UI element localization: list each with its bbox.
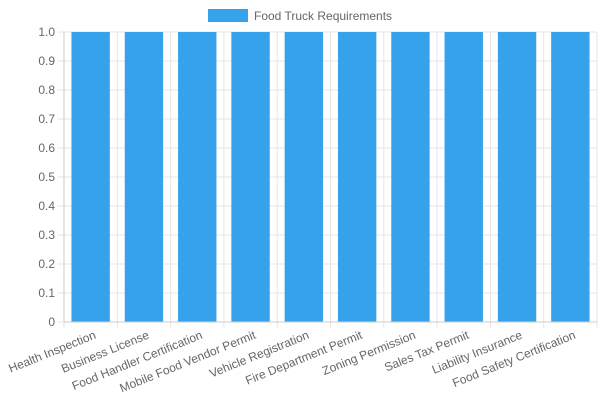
bar-6[interactable] [337, 32, 377, 322]
legend-swatch [208, 9, 248, 22]
y-tick-label: 0.1 [38, 286, 55, 300]
x-tick-label: Health Inspection [7, 328, 98, 376]
axes [63, 32, 597, 323]
bar-10[interactable] [551, 32, 590, 322]
legend-label: Food Truck Requirements [254, 9, 392, 23]
bar-7[interactable] [391, 32, 430, 322]
bar-9[interactable] [497, 32, 537, 322]
y-tick-label: 0.3 [38, 228, 55, 242]
y-tick-label: 0.6 [38, 141, 55, 155]
y-tick-label: 0.4 [38, 199, 55, 213]
bar-2[interactable] [124, 32, 164, 322]
legend[interactable]: Food Truck Requirements [208, 9, 392, 23]
bar-4[interactable] [231, 32, 270, 322]
y-tick-label: 0.2 [38, 257, 55, 271]
y-tick-label: 0.8 [38, 83, 55, 97]
y-tick-label: 0 [48, 315, 55, 329]
bars [71, 32, 590, 322]
y-axis-ticks: 0 0.1 0.2 0.3 0.4 0.5 0.6 0.7 0.8 0.9 1.0 [38, 25, 55, 329]
y-tick-label: 1.0 [38, 25, 55, 39]
y-tick-label: 0.5 [38, 170, 55, 184]
bar-8[interactable] [444, 32, 483, 322]
bar-3[interactable] [178, 32, 217, 322]
y-tick-label: 0.9 [38, 54, 55, 68]
bar-5[interactable] [284, 32, 324, 322]
y-tick-label: 0.7 [38, 112, 55, 126]
bar-1[interactable] [71, 32, 110, 322]
